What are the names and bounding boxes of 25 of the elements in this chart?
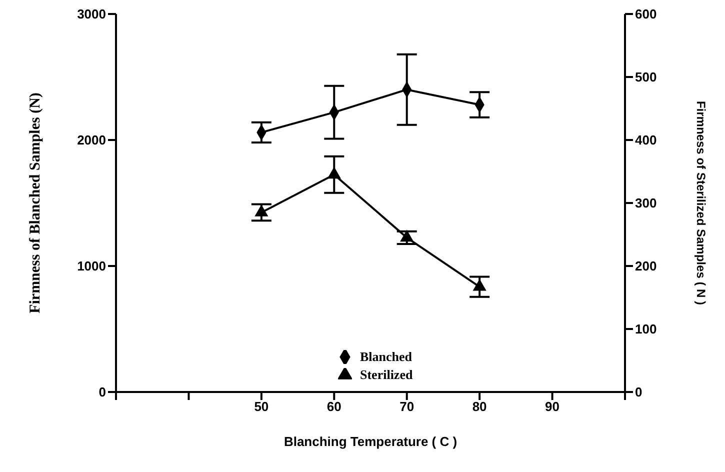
y2-tick-label: 0 xyxy=(635,384,642,400)
y2-tick-label: 600 xyxy=(635,6,657,22)
x-tick-label: 80 xyxy=(472,399,487,414)
x-tick-label: 50 xyxy=(254,399,269,414)
legend-label: Sterilized xyxy=(360,366,413,384)
y-tick-label: 1000 xyxy=(77,258,106,274)
x-tick-label: 70 xyxy=(400,399,414,414)
point xyxy=(254,204,268,216)
point xyxy=(400,230,414,242)
legend-label: Blanched xyxy=(360,348,412,366)
y2-tick-label: 100 xyxy=(635,322,657,337)
x-tick-label: 90 xyxy=(545,399,560,414)
y-tick-label: 3000 xyxy=(77,6,106,22)
x-axis-title: Blanching Temperature ( C ) xyxy=(284,434,458,449)
y2-tick-label: 400 xyxy=(635,132,657,148)
y-tick-label: 2000 xyxy=(77,132,106,148)
y2-tick-label: 300 xyxy=(635,196,657,211)
point xyxy=(327,166,341,179)
y2-tick-label: 500 xyxy=(635,70,657,85)
y-tick-label: 0 xyxy=(98,384,106,400)
y2-tick-label: 200 xyxy=(635,258,657,274)
point xyxy=(472,278,486,291)
y2-axis-title: Firmness of Sterilized Samples ( N ) xyxy=(694,100,708,306)
y-axis-title: Firmness of Blanched Samples (N) xyxy=(27,92,44,314)
x-tick-label: 60 xyxy=(326,399,342,414)
